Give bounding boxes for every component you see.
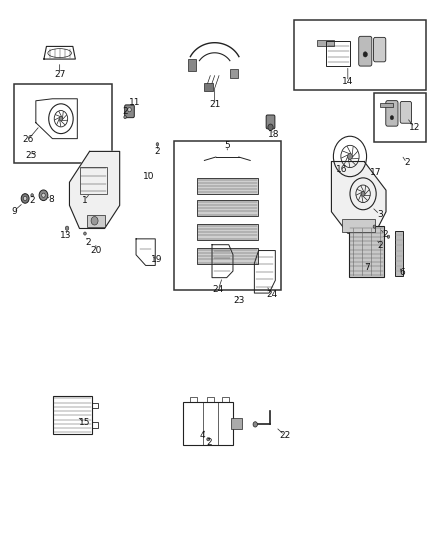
Circle shape bbox=[59, 117, 63, 121]
Bar bbox=[207, 397, 214, 402]
Circle shape bbox=[347, 154, 353, 159]
Bar bbox=[349, 227, 385, 277]
Text: 4: 4 bbox=[200, 431, 205, 440]
Circle shape bbox=[124, 116, 127, 119]
Circle shape bbox=[91, 216, 98, 225]
Text: 21: 21 bbox=[209, 100, 220, 109]
Text: 10: 10 bbox=[142, 172, 154, 181]
Text: 2: 2 bbox=[207, 439, 212, 448]
Text: 19: 19 bbox=[151, 255, 163, 264]
Text: 6: 6 bbox=[399, 269, 405, 277]
Bar bbox=[80, 167, 107, 194]
Bar bbox=[197, 200, 258, 216]
Bar bbox=[14, 84, 112, 163]
Text: 1: 1 bbox=[81, 196, 88, 205]
Bar bbox=[395, 231, 403, 276]
Text: 5: 5 bbox=[224, 141, 230, 150]
Bar bbox=[174, 141, 281, 290]
Bar bbox=[197, 248, 258, 264]
Text: 17: 17 bbox=[370, 168, 381, 177]
Bar bbox=[204, 83, 213, 91]
Text: 2: 2 bbox=[29, 196, 35, 205]
FancyBboxPatch shape bbox=[374, 37, 386, 62]
Bar bbox=[231, 418, 242, 429]
Circle shape bbox=[361, 191, 365, 196]
Circle shape bbox=[253, 422, 258, 427]
Circle shape bbox=[31, 193, 33, 197]
Circle shape bbox=[128, 108, 131, 112]
Text: 24: 24 bbox=[267, 289, 278, 298]
Text: 26: 26 bbox=[22, 135, 33, 144]
Bar bbox=[294, 20, 426, 90]
Bar bbox=[87, 215, 105, 227]
Circle shape bbox=[65, 226, 69, 230]
Text: 20: 20 bbox=[90, 246, 102, 255]
FancyBboxPatch shape bbox=[359, 36, 372, 66]
Bar bbox=[92, 422, 98, 427]
Bar bbox=[197, 224, 258, 240]
Text: 12: 12 bbox=[409, 123, 420, 132]
Circle shape bbox=[373, 225, 376, 228]
Bar bbox=[230, 69, 238, 78]
Text: 22: 22 bbox=[279, 431, 290, 440]
Circle shape bbox=[390, 116, 394, 120]
Text: 2: 2 bbox=[404, 158, 410, 167]
Bar bbox=[53, 396, 92, 434]
Text: 24: 24 bbox=[212, 285, 224, 294]
Bar bbox=[92, 403, 98, 408]
Circle shape bbox=[42, 193, 45, 197]
Text: 14: 14 bbox=[342, 77, 353, 86]
Circle shape bbox=[23, 196, 27, 200]
Text: 16: 16 bbox=[336, 165, 348, 174]
Text: 23: 23 bbox=[233, 296, 244, 305]
Text: 27: 27 bbox=[54, 70, 65, 78]
Circle shape bbox=[207, 438, 209, 441]
Text: 2: 2 bbox=[122, 107, 128, 116]
Circle shape bbox=[156, 143, 159, 146]
Circle shape bbox=[21, 193, 29, 203]
Circle shape bbox=[387, 235, 390, 238]
Text: 11: 11 bbox=[129, 98, 141, 107]
Text: 9: 9 bbox=[11, 207, 17, 216]
FancyBboxPatch shape bbox=[400, 101, 412, 123]
Bar bbox=[326, 41, 350, 66]
Circle shape bbox=[39, 190, 48, 200]
Bar bbox=[183, 402, 233, 445]
Text: 25: 25 bbox=[25, 151, 37, 160]
Text: 15: 15 bbox=[79, 418, 90, 427]
Bar bbox=[380, 103, 393, 107]
Bar bbox=[197, 177, 258, 193]
FancyBboxPatch shape bbox=[266, 115, 275, 129]
Bar bbox=[222, 397, 229, 402]
Text: 2: 2 bbox=[378, 241, 383, 250]
Text: 2: 2 bbox=[382, 230, 388, 239]
Bar bbox=[317, 39, 334, 46]
Polygon shape bbox=[332, 161, 386, 233]
Text: 2: 2 bbox=[155, 147, 160, 156]
FancyBboxPatch shape bbox=[125, 105, 134, 118]
Text: 8: 8 bbox=[48, 195, 54, 204]
Bar bbox=[374, 93, 426, 142]
Circle shape bbox=[268, 124, 273, 131]
Circle shape bbox=[363, 52, 367, 57]
Bar bbox=[190, 397, 197, 402]
Polygon shape bbox=[70, 151, 120, 229]
Circle shape bbox=[84, 232, 86, 235]
Text: 3: 3 bbox=[377, 210, 382, 219]
FancyBboxPatch shape bbox=[386, 101, 398, 126]
Text: 2: 2 bbox=[85, 238, 91, 247]
Text: 13: 13 bbox=[60, 231, 72, 240]
Bar bbox=[188, 59, 196, 70]
Text: 18: 18 bbox=[268, 130, 279, 139]
Text: 7: 7 bbox=[364, 263, 370, 272]
Bar bbox=[343, 219, 375, 232]
